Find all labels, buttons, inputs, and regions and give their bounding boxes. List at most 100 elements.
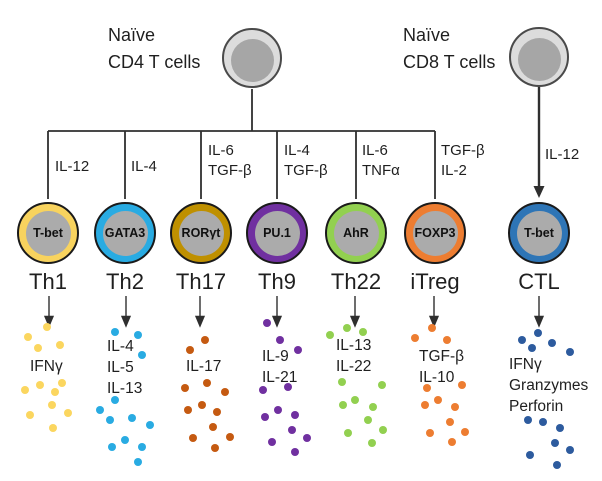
subset-label-th2: Th2: [106, 269, 144, 294]
induced-cytokine-label-th9: IL-4 TGF-β: [284, 141, 328, 181]
cytokine-dot-th2: [108, 443, 116, 451]
subset-label-th22: Th22: [330, 269, 382, 294]
cytokine-dot-th9: [284, 383, 292, 391]
cell-th9: PU.1: [246, 202, 308, 264]
cytokine-dot-itreg: [411, 334, 419, 342]
cytokine-dot-th1: [48, 401, 56, 409]
subset-label-th9: Th9: [258, 269, 296, 294]
cytokine-dot-itreg: [434, 396, 442, 404]
cytokine-dot-th1: [58, 379, 66, 387]
cell-ctl-nucleus: T-bet: [516, 210, 562, 256]
cytokine-dot-th1: [36, 381, 44, 389]
secretion-arrow-th1: [43, 296, 55, 328]
secreted-line: Perforin: [509, 398, 564, 415]
cytokine-dot-th2: [96, 406, 104, 414]
cytokine-dot-th9: [276, 336, 284, 344]
naive-cd8-label-line2: CD8 T cells: [403, 52, 496, 72]
cytokine-dot-th22: [338, 378, 346, 386]
cytokine-dot-itreg: [458, 381, 466, 389]
cell-th1: T-bet: [17, 202, 79, 264]
cytokine-dot-th1: [43, 323, 51, 331]
cytokine-dot-th2: [111, 396, 119, 404]
subset-label-itreg: iTreg: [410, 269, 460, 294]
transcription-factor-label: T-bet: [33, 226, 63, 240]
cytokine-dot-ctl: [556, 424, 564, 432]
secretion-arrow-th17: [194, 296, 206, 328]
cytokine-dot-itreg: [446, 418, 454, 426]
cytokine-dot-th2: [138, 443, 146, 451]
cytokine-line: IL-2: [441, 162, 467, 179]
cytokine-dot-th17: [209, 423, 217, 431]
secreted-label-th2: IL-4 IL-5 IL-13: [107, 336, 142, 399]
subset-label-th1: Th1: [29, 269, 67, 294]
cytokine-dot-th1: [64, 409, 72, 417]
cytokine-dot-th22: [379, 426, 387, 434]
cytokine-dot-th17: [226, 433, 234, 441]
cell-th17: RORγt: [170, 202, 232, 264]
naive-cd4-label: Naïve CD4 T cells: [108, 22, 200, 76]
cytokine-line: IL-12: [545, 146, 580, 163]
naive-cd8-label-line1: Naïve: [403, 25, 451, 45]
cytokine-dot-th9: [268, 438, 276, 446]
induced-cytokine-label-ctl: IL-12: [545, 145, 579, 165]
cytokine-dot-th1: [49, 424, 57, 432]
cytokine-dot-th22: [369, 403, 377, 411]
naive-cd4-label-line2: CD4 T cells: [108, 52, 201, 72]
naive-cd4-label-line1: Naïve: [108, 25, 156, 45]
cell-itreg-nucleus: FOXP3: [412, 210, 458, 256]
cytokine-dot-th17: [198, 401, 206, 409]
cytokine-line: TGF-β: [284, 162, 328, 179]
cytokine-dot-th17: [203, 379, 211, 387]
cytokine-dot-itreg: [426, 429, 434, 437]
cytokine-line: IL-6: [362, 142, 388, 159]
secreted-line: TGF-β: [419, 348, 465, 365]
transcription-factor-label: T-bet: [524, 226, 554, 240]
naive-cd8-label: Naïve CD8 T cells: [403, 22, 495, 76]
secreted-label-th17: IL-17: [186, 356, 221, 377]
secretion-arrow-th2: [120, 296, 132, 328]
cytokine-dot-th22: [368, 439, 376, 447]
transcription-factor-label: RORγt: [181, 226, 221, 240]
cytokine-dot-th9: [259, 386, 267, 394]
cytokine-dot-th22: [351, 396, 359, 404]
secreted-line: IL-17: [186, 358, 222, 375]
cytokine-dot-ctl: [524, 416, 532, 424]
subset-label-ctl: CTL: [518, 269, 560, 294]
cytokine-dot-th1: [24, 333, 32, 341]
cytokine-dot-itreg: [461, 428, 469, 436]
cytokine-dot-itreg: [451, 403, 459, 411]
cytokine-dot-th17: [186, 346, 194, 354]
cytokine-dot-th1: [21, 386, 29, 394]
cytokine-dot-itreg: [421, 401, 429, 409]
naive-cd4-cell: [222, 28, 282, 88]
cytokine-dot-th22: [343, 324, 351, 332]
cytokine-dot-th2: [134, 331, 142, 339]
secreted-label-th1: IFNγ: [30, 356, 63, 377]
naive-cd4-nucleus: [231, 39, 274, 82]
cytokine-dot-th2: [111, 328, 119, 336]
cell-th9-nucleus: PU.1: [254, 210, 300, 256]
cytokine-dot-th17: [184, 406, 192, 414]
cytokine-dot-th22: [364, 416, 372, 424]
secretion-arrow-itreg: [428, 296, 440, 328]
secreted-line: IL-4: [107, 338, 134, 355]
cytokine-dot-th17: [201, 336, 209, 344]
secretion-arrow-th22: [349, 296, 361, 328]
cytokine-dot-th17: [221, 388, 229, 396]
cytokine-dot-th9: [263, 319, 271, 327]
cytokine-dot-ctl: [539, 418, 547, 426]
cell-th22-nucleus: AhR: [333, 210, 379, 256]
cytokine-dot-ctl: [528, 344, 536, 352]
cytokine-dot-th17: [213, 408, 221, 416]
secretion-arrows: [43, 296, 545, 328]
cytokine-dot-itreg: [423, 384, 431, 392]
cytokine-dot-th9: [294, 346, 302, 354]
cytokine-dot-th9: [288, 426, 296, 434]
secreted-line: IL-21: [262, 369, 298, 386]
cell-ctl: T-bet: [508, 202, 570, 264]
cytokine-dot-th22: [339, 401, 347, 409]
naive-cd8-cell: [509, 27, 569, 87]
cytokine-dot-th1: [34, 344, 42, 352]
cytokine-dot-th9: [303, 434, 311, 442]
cytokine-dot-th9: [291, 411, 299, 419]
